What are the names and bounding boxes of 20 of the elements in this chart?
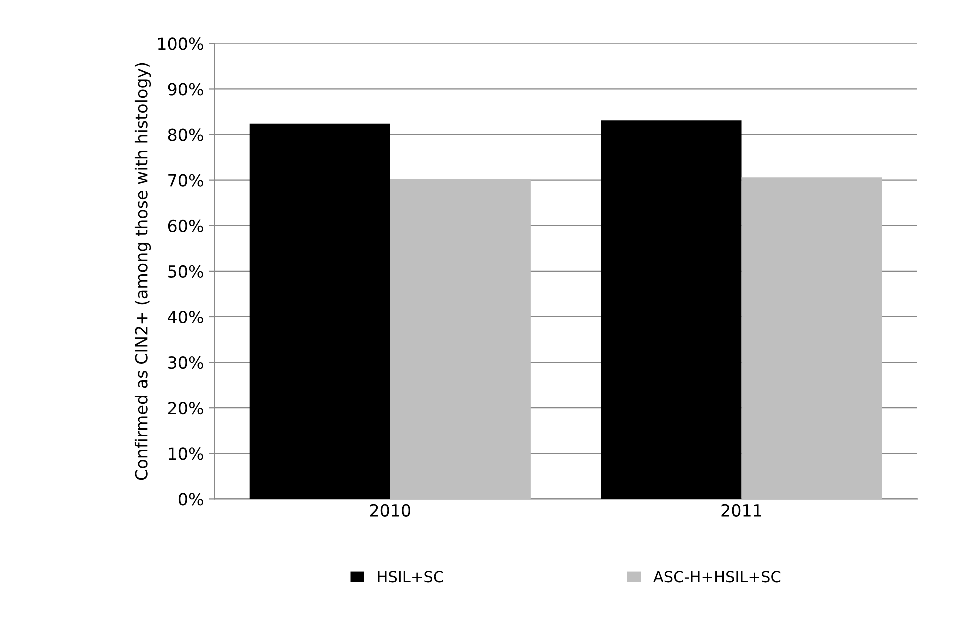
y-tick-label: 0% — [178, 493, 204, 506]
y-tick-label: 100% — [158, 38, 204, 50]
bar — [250, 124, 390, 500]
x-tick-label: 2011 — [722, 504, 762, 517]
y-tick-label: 50% — [168, 265, 204, 278]
y-tick-label: 30% — [168, 356, 204, 370]
y-tick-label: 20% — [168, 402, 204, 415]
y-tick-label: 80% — [168, 128, 204, 142]
bar — [390, 178, 531, 500]
bar — [742, 178, 882, 500]
y-tick-label: 70% — [168, 174, 204, 187]
bar — [601, 120, 742, 500]
y-tick-label: 10% — [169, 448, 204, 460]
legend-label: HSIL+SC — [378, 571, 444, 583]
y-tick-label: 60% — [168, 220, 204, 232]
legend-label: ASC-H+HSIL+SC — [654, 571, 781, 583]
y-tick-label: 90% — [168, 83, 204, 96]
x-tick-label: 2010 — [370, 504, 410, 517]
y-axis-title: Confirmed as CIN2+ (among those with histology) — [134, 63, 152, 480]
y-tick-label: 40% — [168, 310, 204, 324]
